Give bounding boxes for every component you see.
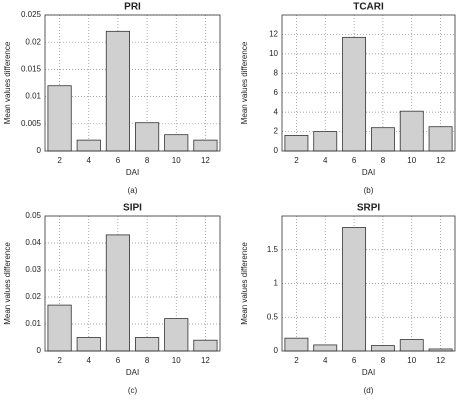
- bar: [105, 234, 130, 352]
- y-tick-label: 0.04: [25, 238, 41, 247]
- bar: [370, 345, 395, 352]
- bar: [193, 339, 218, 352]
- x-tick-label: 2: [57, 156, 62, 165]
- y-tick-label: 0: [37, 146, 42, 155]
- y-tick-label: 0.5: [267, 312, 279, 321]
- bar: [342, 227, 367, 352]
- x-tick-label: 12: [436, 156, 445, 165]
- y-tick-label: 0.02: [25, 292, 41, 301]
- chart-title: TCARI: [353, 2, 384, 13]
- y-tick-label: 2: [274, 127, 279, 136]
- y-axis-label: Mean values difference: [240, 242, 249, 325]
- plot-frame: [44, 14, 221, 152]
- y-tick-label: 0.025: [21, 10, 42, 19]
- y-tick-label: 0.015: [21, 65, 42, 74]
- x-axis-label: DAI: [362, 168, 375, 177]
- y-tick-label: 10: [269, 49, 278, 58]
- x-tick-label: 6: [116, 356, 121, 365]
- chart-title: PRI: [124, 2, 141, 13]
- caption: (a): [128, 186, 138, 195]
- x-tick-label: 4: [323, 156, 328, 165]
- y-tick-label: 1: [274, 279, 279, 288]
- y-tick-label: 8: [274, 68, 279, 77]
- x-tick-label: 2: [57, 356, 62, 365]
- bar: [76, 139, 101, 152]
- y-tick-label: 0: [274, 146, 279, 155]
- y-tick-label: 0.01: [25, 319, 41, 328]
- x-tick-label: 10: [172, 356, 181, 365]
- bar: [76, 337, 101, 352]
- x-tick-label: 12: [201, 156, 210, 165]
- y-axis-label: Mean values difference: [240, 41, 249, 124]
- y-tick-label: 0: [274, 346, 279, 355]
- x-axis-label: DAI: [126, 168, 139, 177]
- caption: (c): [128, 386, 138, 395]
- bar: [135, 122, 160, 152]
- x-tick-label: 10: [172, 156, 181, 165]
- x-tick-label: 2: [294, 156, 299, 165]
- bar: [284, 135, 309, 152]
- plot-frame: [281, 215, 456, 352]
- bar: [193, 139, 218, 152]
- bar: [370, 127, 395, 152]
- x-tick-label: 4: [87, 356, 92, 365]
- bar: [164, 318, 189, 352]
- y-tick-label: 4: [274, 107, 279, 116]
- bar: [342, 36, 367, 152]
- x-tick-label: 6: [116, 156, 121, 165]
- caption: (b): [364, 186, 374, 195]
- plot-frame: [281, 14, 456, 152]
- bar: [428, 126, 453, 152]
- chart-title: SRPI: [357, 203, 381, 214]
- bar: [105, 30, 130, 152]
- x-tick-label: 8: [145, 156, 150, 165]
- y-tick-label: 0: [37, 346, 42, 355]
- x-tick-label: 2: [294, 356, 299, 365]
- y-tick-label: 0.05: [25, 211, 41, 220]
- x-axis-label: DAI: [126, 368, 139, 377]
- y-tick-label: 6: [274, 88, 279, 97]
- y-tick-label: 0.005: [21, 119, 42, 128]
- bar: [164, 134, 189, 152]
- bar: [47, 304, 72, 352]
- x-tick-label: 8: [145, 356, 150, 365]
- x-tick-label: 12: [436, 356, 445, 365]
- bar: [313, 131, 338, 152]
- y-axis-label: Mean values difference: [3, 41, 12, 124]
- bar: [313, 344, 338, 352]
- x-tick-label: 12: [201, 356, 210, 365]
- bar: [284, 337, 309, 352]
- y-tick-label: 1.5: [267, 245, 279, 254]
- plot-frame: [44, 215, 221, 352]
- y-tick-label: 0.03: [25, 265, 41, 274]
- x-tick-label: 10: [407, 356, 416, 365]
- bar: [399, 110, 424, 152]
- x-tick-label: 8: [381, 156, 386, 165]
- x-tick-label: 8: [381, 356, 386, 365]
- bar: [47, 85, 72, 152]
- x-tick-label: 4: [87, 156, 92, 165]
- x-tick-label: 6: [352, 156, 357, 165]
- x-tick-label: 6: [352, 356, 357, 365]
- bar: [135, 337, 160, 352]
- y-tick-label: 0.01: [25, 92, 41, 101]
- x-axis-label: DAI: [362, 368, 375, 377]
- bar: [399, 339, 424, 352]
- y-tick-label: 0.02: [25, 37, 41, 46]
- caption: (d): [364, 386, 374, 395]
- x-tick-label: 4: [323, 356, 328, 365]
- y-tick-label: 12: [269, 30, 278, 39]
- chart-title: SIPI: [123, 203, 142, 214]
- x-tick-label: 10: [407, 156, 416, 165]
- y-axis-label: Mean values difference: [3, 242, 12, 325]
